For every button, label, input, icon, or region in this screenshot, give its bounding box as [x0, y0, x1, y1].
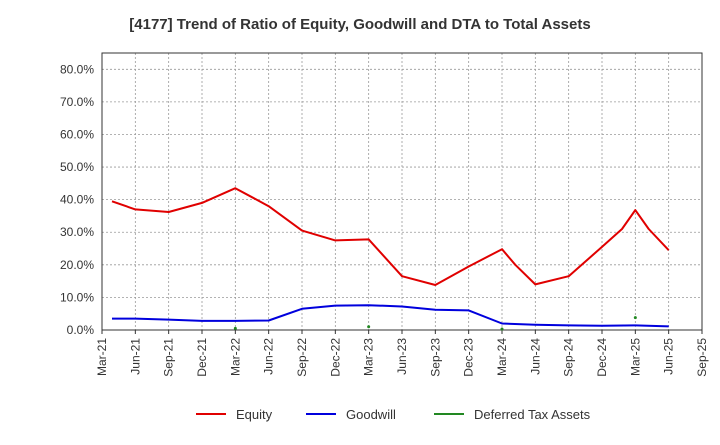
x-tick-label: Jun-22	[262, 338, 276, 375]
series-line-equity	[111, 187, 670, 286]
x-tick-label: Dec-23	[462, 338, 476, 377]
y-tick-label: 0.0%	[67, 323, 95, 337]
x-tick-label: Sep-23	[428, 338, 442, 377]
x-tick-label: Dec-21	[195, 338, 209, 377]
x-tick-label: Sep-21	[162, 338, 176, 377]
data-point-deferred-tax-assets	[633, 316, 637, 320]
x-tick-label: Sep-22	[295, 338, 309, 377]
legend-label-equity: Equity	[236, 407, 273, 422]
data-point-deferred-tax-assets	[367, 325, 371, 329]
x-tick-label: Mar-21	[95, 338, 109, 376]
data-point-deferred-tax-assets	[500, 327, 504, 331]
chart-title: [4177] Trend of Ratio of Equity, Goodwil…	[129, 16, 591, 33]
legend-label-goodwill: Goodwill	[346, 407, 396, 422]
series-line-goodwill	[112, 304, 669, 328]
x-tick-label: Mar-22	[228, 338, 242, 376]
x-tick-label: Dec-24	[595, 338, 609, 377]
x-tick-label: Jun-24	[528, 338, 542, 375]
plot-area	[102, 53, 702, 330]
y-tick-label: 80.0%	[60, 62, 94, 76]
x-tick-label: Dec-22	[328, 338, 342, 377]
x-tick-label: Mar-25	[628, 338, 642, 376]
legend-label-deferred-tax-assets: Deferred Tax Assets	[474, 407, 591, 422]
y-tick-label: 50.0%	[60, 160, 94, 174]
x-tick-label: Sep-25	[695, 338, 709, 377]
x-tick-label: Jun-23	[395, 338, 409, 375]
data-point-deferred-tax-assets	[233, 326, 237, 330]
x-tick-label: Jun-21	[128, 338, 142, 375]
y-tick-label: 60.0%	[60, 127, 94, 141]
x-tick-label: Mar-23	[362, 338, 376, 376]
y-tick-label: 20.0%	[60, 258, 94, 272]
x-tick-label: Sep-24	[562, 338, 576, 377]
y-tick-label: 30.0%	[60, 225, 94, 239]
x-tick-label: Jun-25	[662, 338, 676, 375]
y-tick-label: 40.0%	[60, 193, 94, 207]
y-tick-label: 70.0%	[60, 95, 94, 109]
y-tick-label: 10.0%	[60, 290, 94, 304]
x-tick-label: Mar-24	[495, 338, 509, 376]
